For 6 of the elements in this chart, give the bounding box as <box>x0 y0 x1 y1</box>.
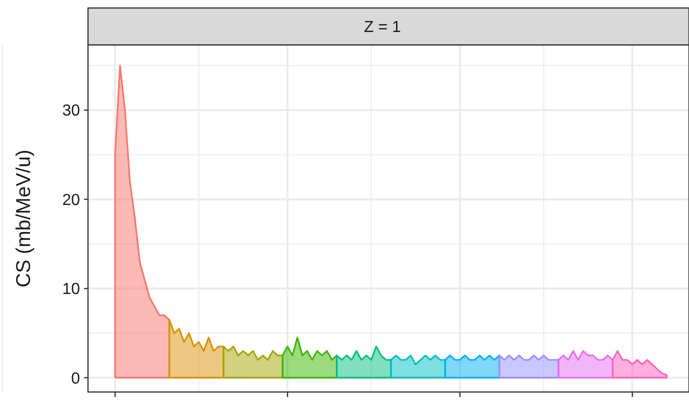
y-tick-label: 20 <box>62 192 80 209</box>
y-axis-title: CS (mb/MeV/u) <box>13 150 35 288</box>
y-tick-label: 30 <box>62 102 80 120</box>
chart-title: Z = 1 <box>364 19 402 36</box>
y-tick-label: 0 <box>71 370 80 388</box>
y-tick-label: 10 <box>62 281 80 298</box>
